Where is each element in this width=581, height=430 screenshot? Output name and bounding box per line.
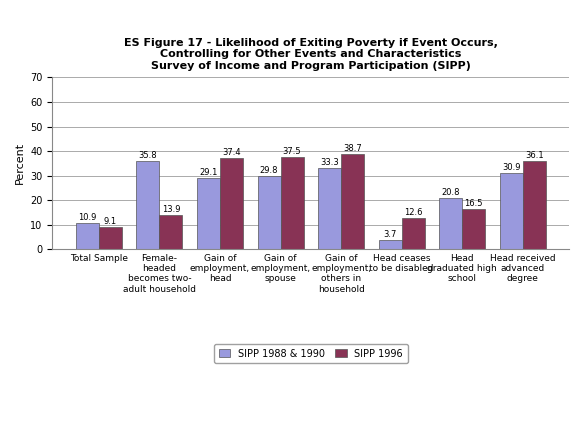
Text: 37.4: 37.4 bbox=[222, 147, 241, 157]
Bar bbox=[523, 161, 546, 249]
Text: 30.9: 30.9 bbox=[502, 163, 521, 172]
Bar bbox=[462, 209, 485, 249]
Text: 10.9: 10.9 bbox=[78, 212, 96, 221]
Bar bbox=[379, 240, 401, 249]
Text: 29.8: 29.8 bbox=[260, 166, 278, 175]
Text: 33.3: 33.3 bbox=[320, 157, 339, 166]
Text: 38.7: 38.7 bbox=[343, 144, 362, 154]
Bar bbox=[439, 198, 462, 249]
Bar bbox=[281, 157, 303, 249]
Bar bbox=[137, 161, 159, 249]
Bar bbox=[76, 223, 99, 249]
Bar bbox=[500, 173, 523, 249]
Bar bbox=[159, 215, 182, 249]
Bar bbox=[257, 176, 281, 249]
Text: 9.1: 9.1 bbox=[104, 217, 117, 226]
Bar bbox=[341, 154, 364, 249]
Legend: SIPP 1988 & 1990, SIPP 1996: SIPP 1988 & 1990, SIPP 1996 bbox=[214, 344, 408, 363]
Title: ES Figure 17 - Likelihood of Exiting Poverty if Event Occurs,
Controlling for Ot: ES Figure 17 - Likelihood of Exiting Pov… bbox=[124, 38, 498, 71]
Bar bbox=[318, 168, 341, 249]
Y-axis label: Percent: Percent bbox=[15, 142, 24, 184]
Text: 37.5: 37.5 bbox=[283, 147, 302, 156]
Text: 13.9: 13.9 bbox=[162, 205, 180, 214]
Text: 16.5: 16.5 bbox=[465, 199, 483, 208]
Text: 29.1: 29.1 bbox=[199, 168, 218, 177]
Text: 20.8: 20.8 bbox=[442, 188, 460, 197]
Bar bbox=[401, 218, 425, 249]
Text: 35.8: 35.8 bbox=[139, 151, 157, 160]
Text: 3.7: 3.7 bbox=[383, 230, 397, 240]
Text: 12.6: 12.6 bbox=[404, 209, 422, 218]
Bar bbox=[220, 157, 243, 249]
Bar bbox=[99, 227, 122, 249]
Bar bbox=[197, 178, 220, 249]
Text: 36.1: 36.1 bbox=[525, 150, 544, 160]
